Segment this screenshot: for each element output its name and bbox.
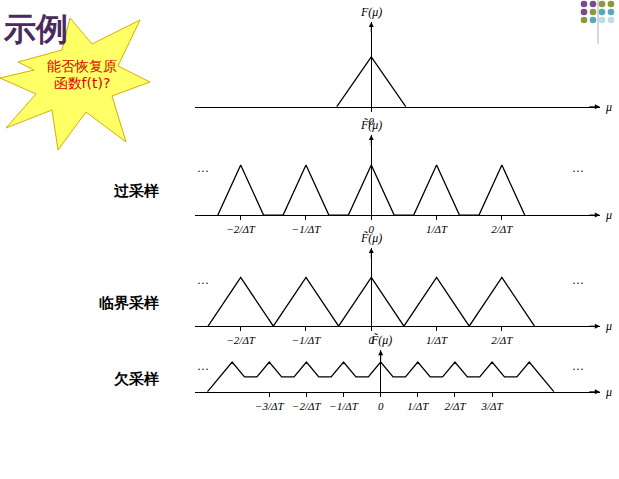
svg-text:欠采样: 欠采样 [113,370,159,388]
svg-text:μ: μ [605,385,612,399]
svg-text:0: 0 [369,223,375,235]
svg-text:−2/ΔT: −2/ΔT [226,223,255,235]
svg-text:···: ··· [197,276,209,290]
svg-text:F̃(μ): F̃(μ) [360,118,382,132]
svg-text:1/ΔT: 1/ΔT [426,223,448,235]
svg-text:···: ··· [572,362,584,376]
svg-text:F̃(μ): F̃(μ) [370,333,392,347]
svg-text:0: 0 [369,115,375,127]
svg-text:−2/ΔT: −2/ΔT [292,400,321,412]
svg-text:0: 0 [369,334,375,346]
html-text:能否恢复原函数f(t)?: 能否恢复原函数f(t)? [47,58,117,91]
svg-text:μ: μ [605,208,612,222]
svg-text:1/ΔT: 1/ΔT [426,334,448,346]
svg-text:···: ··· [572,276,584,290]
svg-text:过采样: 过采样 [113,182,159,200]
svg-text:0: 0 [378,400,384,412]
svg-text:···: ··· [572,164,584,178]
svg-text:示例: 示例 [3,10,68,48]
svg-text:−3/ΔT: −3/ΔT [255,400,284,412]
svg-text:μ: μ [605,319,612,333]
svg-text:2/ΔT: 2/ΔT [444,400,466,412]
svg-text:1/ΔT: 1/ΔT [407,400,429,412]
svg-text:···: ··· [197,164,209,178]
svg-text:3/ΔT: 3/ΔT [481,400,504,412]
svg-text:−1/ΔT: −1/ΔT [329,400,358,412]
svg-text:临界采样: 临界采样 [99,294,159,312]
svg-text:μ: μ [605,100,612,114]
svg-text:−2/ΔT: −2/ΔT [226,334,255,346]
svg-text:···: ··· [197,362,209,376]
svg-text:2/ΔT: 2/ΔT [491,334,513,346]
svg-text:−1/ΔT: −1/ΔT [292,223,321,235]
svg-text:F̃(μ): F̃(μ) [360,231,382,245]
svg-text:2/ΔT: 2/ΔT [491,223,513,235]
svg-text:−1/ΔT: −1/ΔT [292,334,321,346]
svg-text:F(μ): F(μ) [360,5,382,19]
